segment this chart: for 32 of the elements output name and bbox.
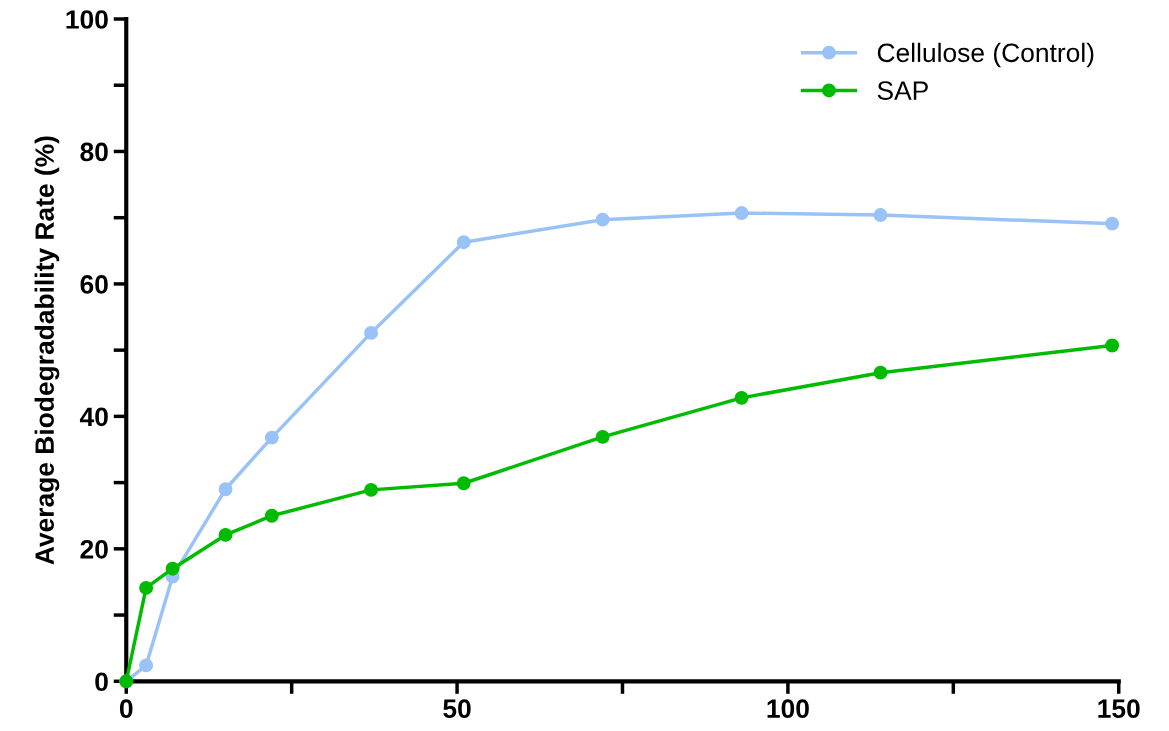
x-tick-label: 50: [443, 699, 471, 719]
y-tick-label: 20: [80, 539, 108, 559]
x-tick-label: 150: [1098, 699, 1140, 719]
point: [364, 325, 379, 340]
point: [364, 482, 379, 497]
point: [139, 658, 154, 673]
y-tick-label: 80: [80, 142, 108, 162]
point: [734, 206, 749, 221]
point: [734, 390, 749, 405]
point: [873, 208, 888, 222]
x-tick-label: 100: [767, 699, 809, 719]
point: [218, 527, 233, 542]
point: [873, 365, 888, 380]
y-tick-label: 0: [95, 672, 108, 692]
point: [456, 476, 471, 491]
point: [595, 429, 610, 444]
point: [218, 482, 233, 497]
y-axis-title: Average Biodegradability Rate (%): [34, 136, 60, 565]
legend-label: SAP: [877, 81, 928, 100]
point: [264, 430, 279, 445]
y-tick-label: 60: [80, 275, 108, 294]
point: [165, 561, 180, 576]
legend-label: Cellulose (Control): [877, 42, 1094, 68]
y-tick-label: 40: [79, 407, 108, 427]
x-tick-label: 0: [119, 699, 133, 719]
point: [1105, 338, 1120, 353]
point: [1105, 216, 1120, 231]
point: [595, 212, 610, 227]
point: [139, 580, 154, 595]
point: [264, 508, 279, 523]
point: [456, 235, 471, 250]
y-tick-label: 100: [66, 10, 108, 29]
